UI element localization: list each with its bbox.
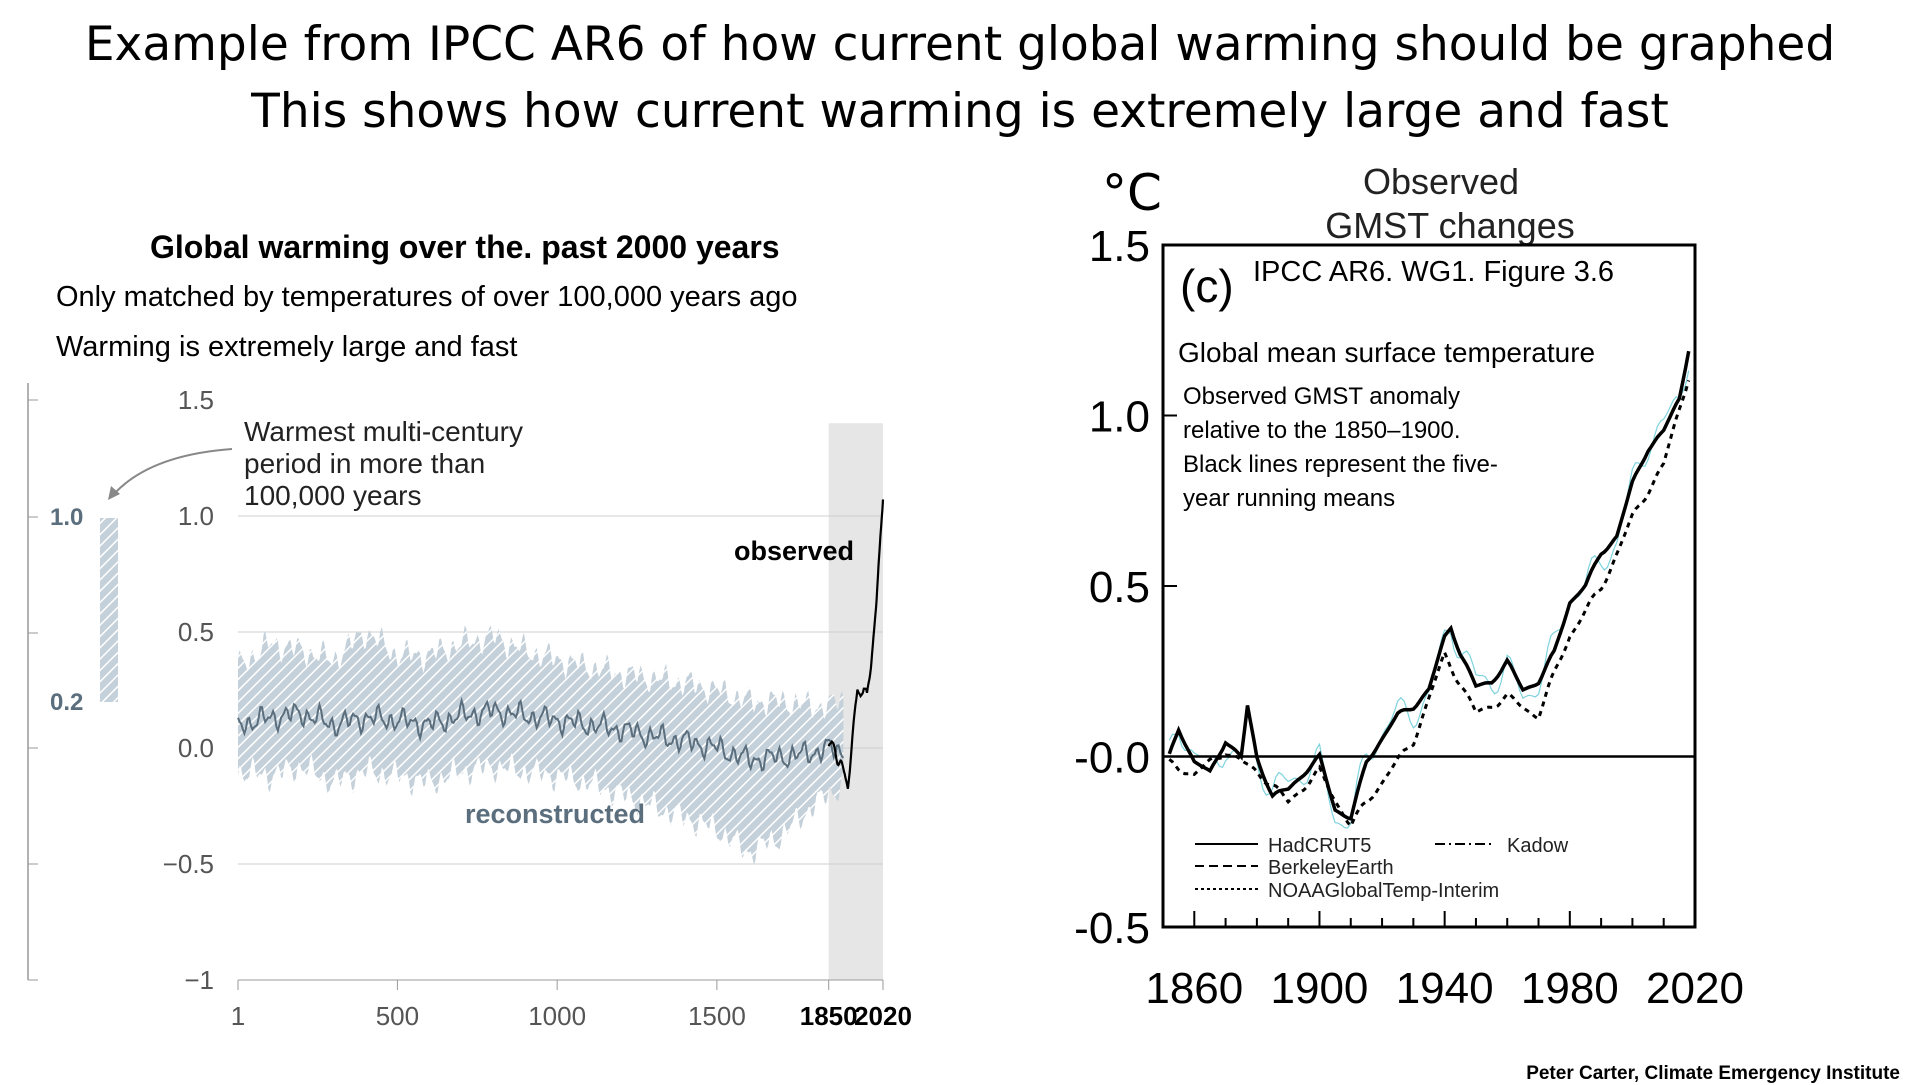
slide-credit: Peter Carter, Climate Emergency Institut… [1526,1063,1900,1084]
right-chart-subtitle: Global mean surface temperature [1178,337,1595,368]
y-tick-label: 0.5 [1089,563,1150,612]
note-line-4: year running means [1183,485,1395,512]
note-line-3: Black lines represent the five- [1183,451,1498,478]
y-tick-label: 1.5 [1089,222,1150,271]
x-tick-label: 1860 [1145,964,1243,1013]
x-tick-label: 1850 [800,1001,858,1031]
x-tick-label: 1500 [688,1001,746,1031]
right-chart-legend: HadCRUT5 Kadow BerkeleyEarth NOAAGlobalT… [1195,835,1569,902]
y-tick-label: -0.0 [1074,734,1150,783]
observed-label: observed [734,536,854,566]
y-tick-label: 0.5 [178,617,214,647]
x-tick-label: 2020 [1646,964,1744,1013]
left-chart-subtitle-2: Warming is extremely large and fast [56,331,517,363]
warmest-annotation: Warmest multi-century period in more tha… [108,416,523,511]
noaa-series-line [1168,379,1691,829]
x-tick-label: 1900 [1271,964,1369,1013]
annotation-line-2: period in more than [244,448,485,479]
right-chart-title-1: Observed [1363,161,1519,202]
y-tick-label: 1.0 [1089,393,1150,442]
y-tick-label: 0.0 [178,733,214,763]
legend-label-berkeleyearth: BerkeleyEarth [1268,857,1394,879]
reconstructed-uncertainty-band [238,625,844,865]
side-bar-label-top: 1.0 [50,504,83,531]
y-tick-label: -0.5 [1074,904,1150,953]
legend-label-noaa: NOAAGlobalTemp-Interim [1268,880,1499,902]
right-chart-y-ticks: 1.5 1.0 0.5 -0.0 -0.5 [1074,222,1177,953]
annotation-line-3: 100,000 years [244,480,421,511]
y-tick-label: 1.0 [178,501,214,531]
side-scale: 1.0 0.2 [27,383,118,981]
source-label: IPCC AR6. WG1. Figure 3.6 [1253,256,1614,288]
reconstructed-series-line [237,696,845,772]
x-tick-label: 2020 [854,1001,912,1031]
left-chart-heading: Global warming over the. past 2000 years [150,229,780,265]
annotation-line-1: Warmest multi-century [244,416,523,447]
y-tick-label: −1 [184,965,214,995]
reconstructed-label: reconstructed [465,799,645,829]
note-line-2: relative to the 1850–1900. [1183,417,1461,444]
right-chart-x-ticks: 1860 1900 1940 1980 2020 [1145,911,1744,1013]
slide-title-line1: Example from IPCC AR6 of how current glo… [84,17,1836,72]
note-line-1: Observed GMST anomaly [1183,383,1460,410]
y-tick-label: 1.5 [178,385,214,415]
x-tick-label: 1940 [1396,964,1494,1013]
warmest-period-bar [100,518,118,702]
x-tick-label: 1000 [528,1001,586,1031]
legend-label-hadcrut5: HadCRUT5 [1268,835,1371,857]
panel-letter: (c) [1180,260,1234,312]
slide-title-line2: This shows how current warming is extrem… [251,84,1669,139]
right-chart-unit: °C [1102,164,1162,222]
right-chart: °C Observed GMST changes 1.5 1.0 0.5 -0.0 -0… [1074,161,1744,1013]
left-chart-y-ticks: 1.5 1.0 0.5 0.0 −0.5 −1 [163,385,214,995]
legend-label-kadow: Kadow [1507,835,1569,857]
side-bar-label-bottom: 0.2 [50,689,83,716]
x-tick-label: 1 [231,1001,245,1031]
left-chart: Global warming over the. past 2000 years… [27,229,912,1031]
y-tick-label: −0.5 [163,849,214,879]
annotation-arrow [113,448,233,495]
x-tick-label: 1980 [1521,964,1619,1013]
right-chart-title-2: GMST changes [1325,205,1574,246]
left-chart-subtitle-1: Only matched by temperatures of over 100… [56,281,798,313]
observed-series-line [827,499,885,790]
hadcrut5-series-line [1167,350,1691,821]
annotation-arrowhead [108,486,120,500]
x-tick-label: 500 [376,1001,419,1031]
